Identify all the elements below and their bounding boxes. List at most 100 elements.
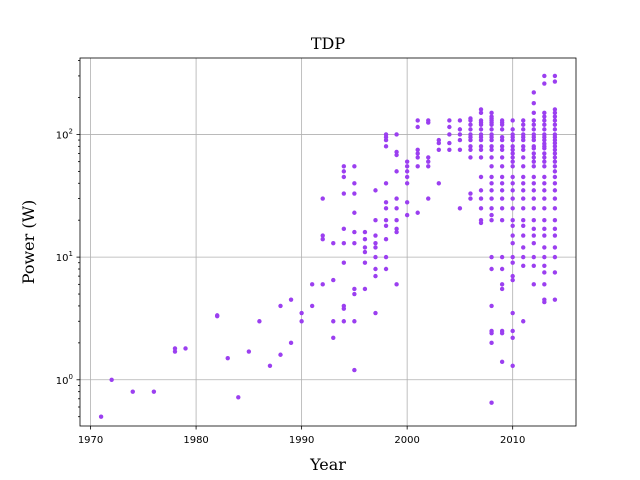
- data-point: [341, 319, 347, 324]
- data-point: [436, 140, 442, 146]
- data-point: [352, 191, 357, 196]
- data-point: [510, 335, 515, 340]
- data-point: [352, 367, 357, 373]
- data-point: [499, 155, 505, 160]
- data-point: [499, 206, 505, 211]
- data-point: [426, 155, 431, 160]
- data-point: [394, 152, 399, 158]
- data-point: [499, 330, 505, 336]
- data-point: [542, 81, 547, 86]
- data-point: [373, 233, 378, 238]
- data-point: [373, 310, 378, 316]
- data-point: [531, 263, 536, 268]
- data-points: [98, 73, 558, 419]
- data-point: [542, 254, 547, 260]
- data-point: [373, 254, 378, 260]
- data-point: [489, 303, 494, 309]
- data-point: [352, 291, 357, 297]
- data-point: [236, 395, 241, 400]
- data-point: [109, 377, 114, 382]
- data-point: [331, 335, 336, 340]
- data-point: [542, 73, 547, 79]
- y-tick-label: 101: [56, 250, 73, 264]
- data-point: [288, 340, 294, 346]
- data-point: [552, 226, 558, 232]
- data-point: [521, 144, 526, 149]
- data-point: [331, 277, 336, 283]
- data-point: [309, 303, 315, 309]
- data-point: [499, 137, 505, 143]
- data-point: [510, 277, 515, 283]
- data-point: [542, 127, 547, 132]
- data-point: [404, 200, 410, 205]
- data-point: [309, 282, 315, 287]
- data-point: [362, 229, 368, 235]
- data-point: [457, 206, 463, 211]
- data-point: [499, 174, 505, 180]
- data-point: [521, 118, 526, 123]
- data-point: [426, 159, 431, 164]
- data-point: [320, 196, 325, 201]
- data-point: [521, 245, 526, 250]
- data-point: [499, 144, 505, 149]
- data-point: [521, 319, 526, 324]
- data-point: [489, 144, 494, 149]
- data-point: [531, 174, 536, 180]
- data-point: [468, 118, 473, 123]
- data-point: [552, 206, 558, 211]
- data-point: [552, 114, 558, 119]
- data-point: [552, 245, 558, 250]
- data-point: [352, 286, 357, 292]
- data-point: [499, 217, 505, 223]
- data-point: [341, 226, 347, 232]
- data-point: [394, 169, 399, 174]
- data-point: [552, 127, 558, 132]
- data-point: [489, 266, 494, 272]
- data-point: [331, 240, 336, 246]
- data-point: [531, 100, 536, 106]
- data-point: [542, 146, 547, 151]
- data-point: [531, 164, 536, 169]
- data-point: [183, 346, 188, 351]
- data-point: [499, 282, 505, 287]
- data-point: [383, 206, 389, 211]
- data-point: [510, 118, 515, 123]
- data-point: [510, 206, 515, 211]
- data-point: [531, 155, 536, 160]
- data-point: [521, 137, 526, 143]
- data-point: [510, 254, 515, 260]
- data-point: [426, 164, 431, 169]
- data-point: [510, 363, 515, 369]
- data-point: [552, 140, 558, 146]
- data-point: [510, 196, 515, 201]
- data-point: [542, 118, 547, 123]
- y-tick-base: 10: [56, 376, 69, 387]
- data-point: [478, 196, 484, 201]
- data-point: [542, 174, 547, 180]
- data-point: [478, 147, 484, 152]
- data-point: [542, 206, 547, 211]
- data-point: [415, 164, 420, 169]
- data-point: [415, 147, 420, 152]
- data-point: [383, 254, 389, 260]
- data-point: [320, 282, 325, 287]
- data-point: [521, 217, 526, 223]
- data-point: [489, 174, 494, 180]
- data-point: [510, 127, 515, 132]
- data-point: [510, 181, 515, 186]
- data-point: [341, 164, 347, 169]
- data-point: [383, 200, 389, 205]
- y-tick-label: 100: [56, 373, 73, 387]
- data-point: [457, 132, 463, 137]
- data-point: [510, 240, 515, 246]
- data-point: [447, 118, 452, 123]
- data-point: [542, 164, 547, 169]
- data-point: [552, 151, 558, 156]
- data-point: [362, 286, 368, 292]
- data-point: [457, 137, 463, 143]
- data-point: [478, 174, 484, 180]
- data-point: [542, 114, 547, 119]
- data-point: [510, 151, 515, 156]
- data-point: [352, 181, 357, 186]
- data-point: [394, 206, 399, 211]
